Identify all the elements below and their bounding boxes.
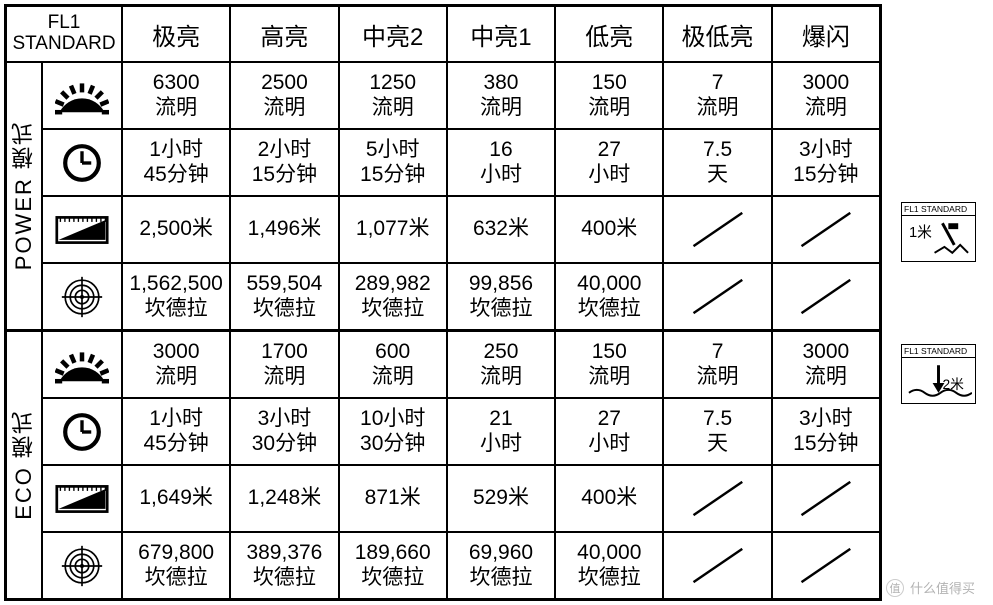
target-icon bbox=[43, 264, 123, 329]
column-header: 低亮 bbox=[556, 7, 664, 61]
data-cell: 1250流明 bbox=[340, 63, 448, 128]
data-cell: 289,982坎德拉 bbox=[340, 264, 448, 329]
sun-icon bbox=[43, 63, 123, 128]
beam-icon bbox=[43, 466, 123, 531]
clock-icon bbox=[43, 399, 123, 464]
corner-l1: FL1 bbox=[48, 13, 81, 34]
column-header: 极亮 bbox=[123, 7, 231, 61]
mode-label: ECO 模式 bbox=[7, 332, 43, 598]
data-cell: 250流明 bbox=[448, 332, 556, 397]
data-cell: 3000流明 bbox=[123, 332, 231, 397]
data-cell: 7.5天 bbox=[664, 130, 772, 195]
column-header: 中亮2 bbox=[340, 7, 448, 61]
data-cell: 21小时 bbox=[448, 399, 556, 464]
badge-body: 1米 bbox=[902, 216, 975, 261]
data-cell: 679,800坎德拉 bbox=[123, 533, 231, 598]
watermark: 值 什么值得买 bbox=[886, 578, 975, 597]
clock-icon bbox=[43, 130, 123, 195]
data-cell: 1,248米 bbox=[231, 466, 339, 531]
fl1-badge: FL1 STANDARD 1米 bbox=[901, 202, 976, 262]
data-cell: 2,500米 bbox=[123, 197, 231, 262]
table-row: 679,800坎德拉389,376坎德拉189,660坎德拉69,960坎德拉4… bbox=[43, 533, 879, 598]
column-header: 高亮 bbox=[231, 7, 339, 61]
table-row: 1小时45分钟2小时15分钟5小时15分钟16小时27小时7.5天3小时15分钟 bbox=[43, 130, 879, 197]
table-row: 1,562,500坎德拉559,504坎德拉289,982坎德拉99,856坎德… bbox=[43, 264, 879, 329]
data-cell: 1,077米 bbox=[340, 197, 448, 262]
corner-l2: STANDARD bbox=[12, 34, 115, 55]
data-cell: 189,660坎德拉 bbox=[340, 533, 448, 598]
fl1-badge: FL1 STANDARD 2米 bbox=[901, 344, 976, 404]
data-cell: 1小时45分钟 bbox=[123, 399, 231, 464]
data-cell: 27小时 bbox=[556, 399, 664, 464]
data-cell: 1,649米 bbox=[123, 466, 231, 531]
table-row: 1,649米1,248米871米529米400米 bbox=[43, 466, 879, 533]
data-cell: 400米 bbox=[556, 197, 664, 262]
sun-icon bbox=[43, 332, 123, 397]
spec-table: FL1 STANDARD 极亮高亮中亮2中亮1低亮极低亮爆闪 POWER 模式6… bbox=[4, 4, 882, 601]
mode-block: ECO 模式3000流明1700流明600流明250流明150流明7流明3000… bbox=[7, 332, 879, 598]
header-row: FL1 STANDARD 极亮高亮中亮2中亮1低亮极低亮爆闪 bbox=[7, 7, 879, 63]
data-cell: 16小时 bbox=[448, 130, 556, 195]
mode-label: POWER 模式 bbox=[7, 63, 43, 329]
data-cell: 389,376坎德拉 bbox=[231, 533, 339, 598]
table-row: 2,500米1,496米1,077米632米400米 bbox=[43, 197, 879, 264]
data-cell: 150流明 bbox=[556, 63, 664, 128]
data-cell: 529米 bbox=[448, 466, 556, 531]
data-cell bbox=[773, 264, 879, 329]
badge-title: FL1 STANDARD bbox=[902, 345, 975, 358]
data-cell: 3小时15分钟 bbox=[773, 399, 879, 464]
data-cell: 150流明 bbox=[556, 332, 664, 397]
data-cell: 2500流明 bbox=[231, 63, 339, 128]
watermark-text: 什么值得买 bbox=[910, 578, 975, 597]
table-row: 1小时45分钟3小时30分钟10小时30分钟21小时27小时7.5天3小时15分… bbox=[43, 399, 879, 466]
data-cell: 7.5天 bbox=[664, 399, 772, 464]
data-cell bbox=[664, 264, 772, 329]
data-cell: 3小时15分钟 bbox=[773, 130, 879, 195]
data-cell: 632米 bbox=[448, 197, 556, 262]
data-cell: 10小时30分钟 bbox=[340, 399, 448, 464]
data-cell: 99,856坎德拉 bbox=[448, 264, 556, 329]
data-cell bbox=[773, 533, 879, 598]
data-cell: 6300流明 bbox=[123, 63, 231, 128]
data-cell: 380流明 bbox=[448, 63, 556, 128]
data-cell bbox=[664, 533, 772, 598]
data-cell: 27小时 bbox=[556, 130, 664, 195]
data-cell: 7流明 bbox=[664, 332, 772, 397]
column-header: 中亮1 bbox=[448, 7, 556, 61]
data-cell: 69,960坎德拉 bbox=[448, 533, 556, 598]
watermark-logo-icon: 值 bbox=[886, 579, 904, 597]
data-cell bbox=[773, 466, 879, 531]
table-row: 3000流明1700流明600流明250流明150流明7流明3000流明 bbox=[43, 332, 879, 399]
data-cell: 1小时45分钟 bbox=[123, 130, 231, 195]
column-header: 爆闪 bbox=[773, 7, 879, 61]
mode-block: POWER 模式6300流明2500流明1250流明380流明150流明7流明3… bbox=[7, 63, 879, 332]
data-cell: 3000流明 bbox=[773, 63, 879, 128]
badge-body: 2米 bbox=[902, 358, 975, 403]
data-cell: 40,000坎德拉 bbox=[556, 533, 664, 598]
data-cell: 1700流明 bbox=[231, 332, 339, 397]
data-cell bbox=[773, 197, 879, 262]
data-cell: 871米 bbox=[340, 466, 448, 531]
badge-title: FL1 STANDARD bbox=[902, 203, 975, 216]
data-cell bbox=[664, 466, 772, 531]
data-cell: 7流明 bbox=[664, 63, 772, 128]
data-cell: 1,562,500坎德拉 bbox=[123, 264, 231, 329]
data-cell: 559,504坎德拉 bbox=[231, 264, 339, 329]
data-cell: 3小时30分钟 bbox=[231, 399, 339, 464]
data-cell: 3000流明 bbox=[773, 332, 879, 397]
data-cell: 400米 bbox=[556, 466, 664, 531]
column-header: 极低亮 bbox=[664, 7, 772, 61]
data-cell: 600流明 bbox=[340, 332, 448, 397]
svg-text:1米: 1米 bbox=[909, 224, 932, 241]
corner-label: FL1 STANDARD bbox=[7, 7, 123, 61]
data-cell: 5小时15分钟 bbox=[340, 130, 448, 195]
table-row: 6300流明2500流明1250流明380流明150流明7流明3000流明 bbox=[43, 63, 879, 130]
data-cell bbox=[664, 197, 772, 262]
data-cell: 40,000坎德拉 bbox=[556, 264, 664, 329]
data-cell: 2小时15分钟 bbox=[231, 130, 339, 195]
target-icon bbox=[43, 533, 123, 598]
beam-icon bbox=[43, 197, 123, 262]
data-cell: 1,496米 bbox=[231, 197, 339, 262]
svg-text:2米: 2米 bbox=[942, 376, 964, 391]
